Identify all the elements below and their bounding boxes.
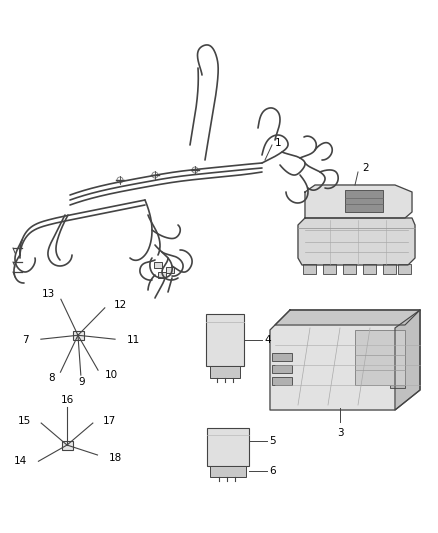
Text: 12: 12 [114, 300, 127, 310]
FancyBboxPatch shape [272, 353, 292, 361]
FancyBboxPatch shape [398, 264, 411, 274]
Text: 3: 3 [337, 428, 343, 438]
FancyBboxPatch shape [207, 428, 249, 466]
FancyBboxPatch shape [363, 264, 376, 274]
FancyBboxPatch shape [345, 190, 383, 212]
Polygon shape [395, 310, 420, 410]
FancyBboxPatch shape [158, 272, 166, 278]
Polygon shape [270, 310, 420, 410]
FancyBboxPatch shape [383, 264, 396, 274]
Text: 14: 14 [14, 456, 28, 466]
FancyBboxPatch shape [390, 378, 405, 388]
Text: 6: 6 [269, 466, 276, 476]
Text: 8: 8 [48, 373, 54, 383]
FancyBboxPatch shape [343, 264, 356, 274]
Text: 7: 7 [22, 335, 29, 345]
Text: 4: 4 [264, 335, 271, 345]
FancyBboxPatch shape [154, 262, 162, 268]
FancyBboxPatch shape [272, 365, 292, 373]
Text: 18: 18 [109, 453, 122, 463]
Text: 9: 9 [78, 377, 85, 387]
FancyBboxPatch shape [390, 360, 405, 370]
Polygon shape [305, 185, 412, 218]
Text: 17: 17 [102, 416, 116, 426]
FancyBboxPatch shape [390, 340, 405, 350]
FancyBboxPatch shape [210, 466, 246, 477]
FancyBboxPatch shape [210, 366, 240, 378]
FancyBboxPatch shape [73, 331, 84, 340]
Text: 2: 2 [362, 163, 369, 173]
FancyBboxPatch shape [303, 264, 316, 274]
Text: 10: 10 [105, 370, 118, 380]
FancyBboxPatch shape [62, 441, 73, 450]
Polygon shape [275, 310, 420, 325]
Polygon shape [298, 218, 415, 265]
FancyBboxPatch shape [206, 314, 244, 366]
Text: 1: 1 [275, 138, 282, 148]
FancyBboxPatch shape [272, 377, 292, 385]
FancyBboxPatch shape [166, 267, 174, 273]
Text: 11: 11 [127, 335, 140, 345]
Text: 13: 13 [42, 289, 55, 299]
Text: 5: 5 [269, 436, 276, 446]
Text: 16: 16 [60, 394, 74, 405]
FancyBboxPatch shape [355, 330, 405, 385]
Text: 15: 15 [18, 416, 32, 426]
FancyBboxPatch shape [323, 264, 336, 274]
